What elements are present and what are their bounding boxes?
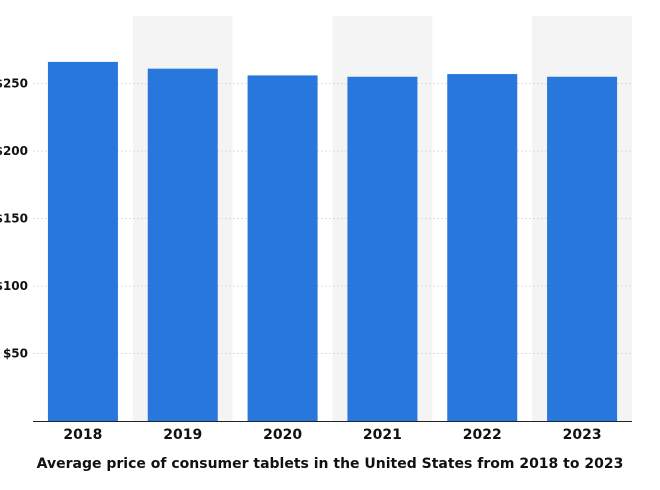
chart-caption: Average price of consumer tablets in the… — [36, 456, 624, 472]
y-tick-label: $100 — [0, 279, 28, 293]
x-tick-label: 2023 — [563, 427, 602, 443]
bar-2018 — [47, 61, 118, 422]
bar-2023 — [547, 76, 618, 421]
x-tick-label: 2018 — [63, 427, 102, 443]
bar-2020 — [247, 75, 318, 422]
y-tick-label: $150 — [0, 212, 28, 226]
x-tick-label: 2020 — [263, 427, 302, 443]
y-tick-label: $200 — [0, 144, 28, 158]
bars — [47, 61, 618, 422]
x-tick-label: 2022 — [463, 427, 502, 443]
x-tick-label: 2021 — [363, 427, 402, 443]
y-axis-tick-labels: $50 $100 $150 $200 $250 — [0, 77, 28, 361]
bar-chart: $50 $100 $150 $200 $250 2018 2019 2020 2021 2022… — [0, 16, 632, 443]
bar-2022 — [447, 74, 518, 422]
x-tick-label: 2019 — [163, 427, 202, 443]
y-tick-label: $50 — [3, 347, 28, 361]
x-axis-tick-labels: 2018 2019 2020 2021 2022 2023 — [63, 427, 601, 443]
bar-2019 — [147, 68, 218, 422]
bar-2021 — [347, 76, 418, 421]
y-tick-label: $250 — [0, 77, 28, 91]
